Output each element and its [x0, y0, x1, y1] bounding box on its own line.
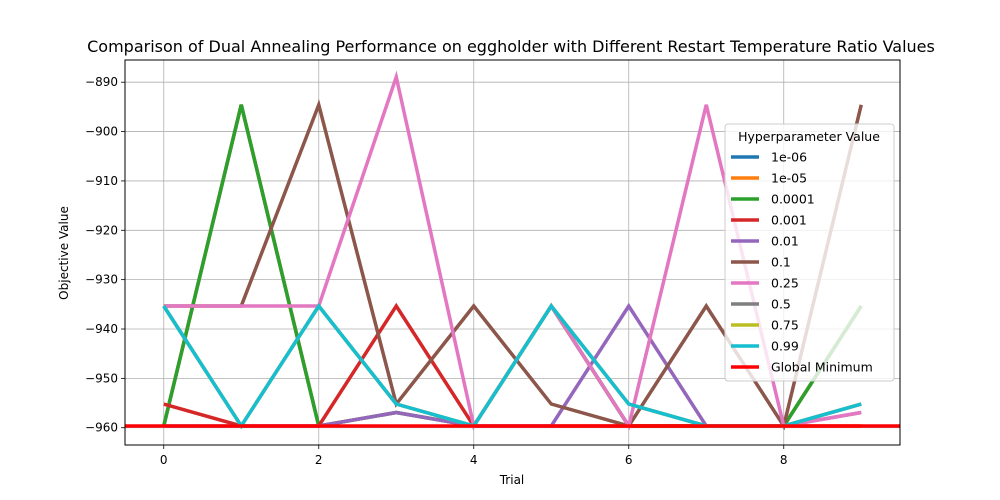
legend-entry-label: 0.0001: [771, 192, 815, 207]
legend-box: [724, 123, 895, 382]
legend-entry-label: 0.5: [771, 297, 791, 312]
legend-entry-label: 0.75: [771, 318, 799, 333]
y-tick-label: −910: [85, 174, 118, 188]
legend-entry-label: 1e-06: [771, 150, 807, 165]
y-tick-label: −920: [85, 223, 118, 237]
legend-entry-label: 0.25: [771, 276, 799, 291]
x-tick-label: 2: [315, 453, 323, 467]
x-tick-label: 8: [780, 453, 788, 467]
x-tick-label: 4: [470, 453, 478, 467]
x-axis-label: Trial: [499, 473, 525, 487]
legend-entry-label: 1e-05: [771, 171, 807, 186]
legend-entry-label: Global Minimum: [771, 360, 873, 375]
y-axis-label: Objective Value: [57, 206, 71, 300]
legend-entry-label: 0.01: [771, 234, 799, 249]
y-tick-label: −890: [85, 75, 118, 89]
x-tick-label: 6: [625, 453, 633, 467]
legend-entry-label: 0.1: [771, 255, 791, 270]
y-tick-label: −950: [85, 371, 118, 385]
legend-items: 1e-06 1e-05 0.0001 0.001 0.01 0.1 0.25 0.5 0.75 0…: [731, 150, 873, 375]
series-lines: [125, 70, 900, 431]
y-tick-label: −940: [85, 322, 118, 336]
y-tick-label: −960: [85, 421, 118, 435]
y-tick-label: −930: [85, 273, 118, 287]
x-axis-ticks: 0 2 4 6 8: [160, 445, 788, 467]
legend-entry-label: 0.001: [771, 213, 807, 228]
legend: Hyperparameter Value 1e-06 1e-05 0.0001 0.0…: [724, 123, 895, 382]
plot-frame: [124, 59, 901, 446]
y-axis-ticks: −960 −950 −940 −930 −920 −910 −900 −890: [85, 75, 125, 435]
y-tick-label: −900: [85, 125, 118, 139]
x-tick-label: 0: [160, 453, 168, 467]
legend-title: Hyperparameter Value: [738, 129, 880, 144]
chart-title: Comparison of Dual Annealing Performance…: [87, 37, 935, 56]
legend-entry-label: 0.99: [771, 339, 799, 354]
